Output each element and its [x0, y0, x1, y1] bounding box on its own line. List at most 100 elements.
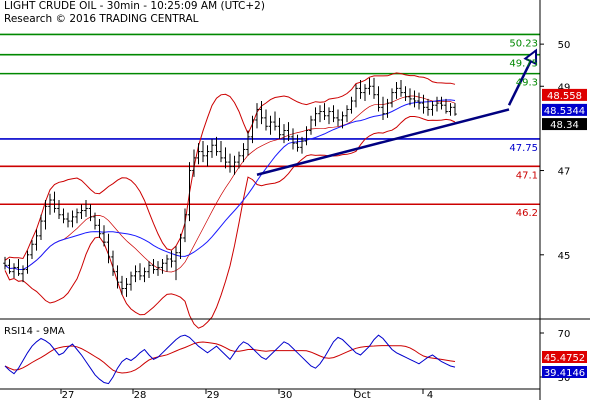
rsi-ma-value: 45.4752	[544, 353, 585, 364]
price-bar	[219, 141, 223, 163]
trendline	[256, 108, 510, 176]
price-bar	[246, 130, 250, 156]
price-bar	[61, 208, 66, 224]
x-tick-label: Oct	[353, 390, 370, 400]
price-bar	[111, 250, 115, 276]
level-label: 47.1	[516, 170, 538, 181]
price-bar	[169, 250, 174, 268]
price-bar	[124, 277, 129, 297]
price-bar	[12, 263, 16, 278]
level-labels: 50.23 49.75 49.3 47.75 47.1 46.2	[509, 38, 538, 219]
price-bar	[268, 115, 273, 135]
rsi-panel: 70 30 45.4752 39.4146	[4, 329, 587, 385]
price-box	[542, 88, 587, 101]
price-bar	[66, 212, 70, 228]
price-bar	[43, 200, 48, 230]
price-bars	[3, 77, 457, 297]
rsi-tick-label: 30	[558, 373, 571, 384]
price-bar	[57, 200, 61, 219]
price-bar	[75, 208, 79, 224]
price-bar	[282, 124, 286, 144]
price-bar	[277, 117, 282, 139]
price-tick-label: 50	[558, 40, 571, 51]
price-bar	[336, 109, 340, 127]
price-bar	[3, 256, 7, 270]
price-bar	[165, 254, 169, 272]
price-bar	[151, 259, 156, 274]
rsi-tick-label: 70	[558, 329, 571, 340]
price-bar	[30, 240, 34, 260]
price-bar	[70, 210, 75, 228]
price-bar	[453, 103, 457, 116]
rsi-line	[4, 334, 456, 385]
price-bar	[286, 122, 291, 142]
rsi-label: RSI14 - 9MA	[4, 326, 65, 337]
price-bar	[349, 96, 354, 114]
price-box-label: 48.34	[550, 120, 579, 131]
price-bar	[79, 204, 84, 219]
price-bar	[129, 271, 133, 291]
rsi-value-box	[542, 366, 587, 378]
price-bar	[178, 233, 183, 260]
price-bar	[372, 77, 376, 99]
price-bar	[376, 86, 381, 112]
price-bar	[363, 84, 367, 102]
price-box	[542, 118, 587, 131]
moving-average	[4, 99, 456, 270]
price-bar	[160, 259, 165, 274]
price-bar	[358, 79, 363, 99]
bollinger-middle	[4, 95, 456, 273]
price-bar	[133, 265, 138, 283]
price-bar	[426, 98, 430, 116]
price-bar	[430, 101, 435, 116]
price-bar	[34, 229, 39, 251]
price-bar	[417, 92, 421, 110]
price-bar	[273, 111, 277, 131]
price-bar	[52, 191, 57, 213]
bollinger-upper	[4, 72, 456, 261]
price-bar	[250, 115, 255, 144]
price-bar	[309, 115, 313, 135]
price-bar	[205, 145, 210, 167]
moving-average-line	[4, 99, 456, 270]
price-bar	[232, 155, 237, 175]
price-bar	[97, 218, 102, 238]
price-bar	[196, 143, 201, 165]
price-bar	[106, 233, 111, 264]
price-bar	[183, 208, 187, 243]
price-bar	[399, 79, 403, 97]
price-tick-label: 45	[558, 251, 571, 262]
x-tick-label: 4	[427, 390, 433, 400]
rsi-ma-box	[542, 351, 587, 363]
price-bar	[394, 82, 399, 99]
price-bar	[304, 126, 309, 146]
price-bar	[210, 138, 214, 158]
price-bar	[39, 214, 43, 241]
price-bar	[93, 212, 97, 230]
price-bar	[444, 98, 448, 114]
price-bar	[340, 111, 345, 129]
price-bar	[403, 86, 408, 102]
price-tick-label: 49	[558, 82, 571, 93]
price-bar	[237, 151, 241, 169]
rsi-value: 39.4146	[544, 368, 585, 379]
x-tick-label: 30	[280, 390, 293, 400]
price-bar	[88, 204, 93, 222]
price-bar	[84, 200, 88, 217]
price-bar	[138, 263, 142, 281]
bollinger-bands	[4, 72, 456, 329]
price-bar	[318, 105, 322, 123]
x-tick-label: 28	[134, 390, 147, 400]
price-box-label: 48.5344	[544, 106, 585, 117]
price-bar	[439, 96, 444, 110]
price-bar	[385, 98, 390, 118]
price-bar	[201, 141, 205, 163]
price-bar	[102, 225, 106, 247]
price-bar	[142, 267, 147, 283]
price-bar	[448, 103, 453, 116]
price-bar	[300, 136, 304, 154]
price-bar	[48, 193, 52, 215]
price-bar	[115, 265, 120, 289]
